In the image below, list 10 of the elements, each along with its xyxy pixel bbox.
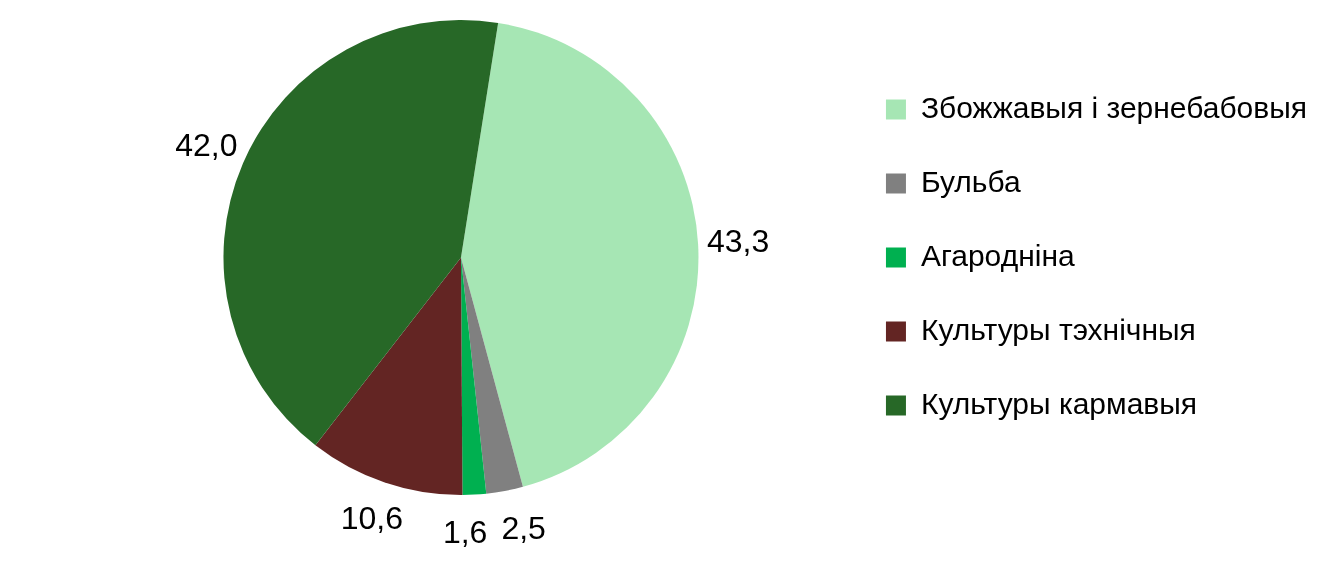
legend-label: Культуры тэхнічныя [920, 312, 1196, 346]
data-label: 1,6 [442, 514, 488, 551]
data-label: 10,6 [340, 500, 404, 537]
legend-label: Агароднiна [920, 238, 1075, 272]
legend-label: Бульба [920, 164, 1021, 198]
legend-label: Збожжавыя і зернебабовыя [920, 90, 1307, 124]
data-label: 43,3 [706, 222, 770, 259]
data-label: 2,5 [501, 510, 546, 547]
data-label: 42,0 [175, 127, 238, 164]
legend-label: Культуры кармавыя [920, 386, 1198, 420]
